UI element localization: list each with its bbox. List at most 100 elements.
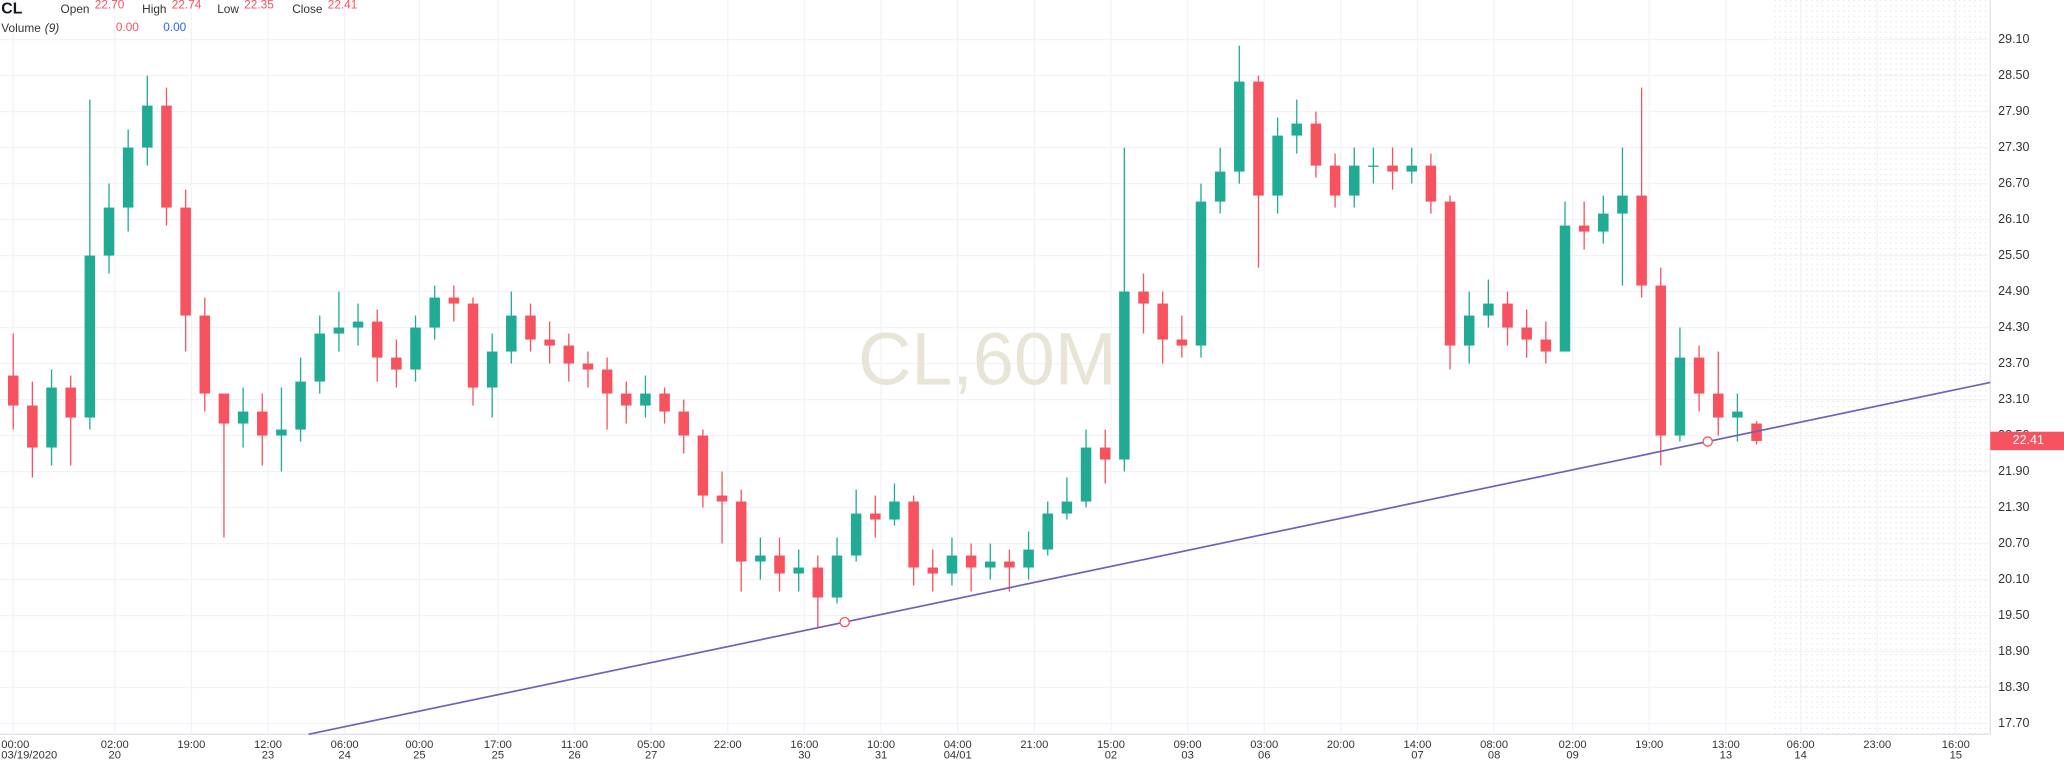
y-tick-label: 29.10 <box>1998 32 2029 46</box>
y-tick-label: 21.90 <box>1998 464 2029 478</box>
candle-body <box>1061 501 1073 514</box>
candle-body <box>410 327 421 370</box>
candle-body <box>563 345 575 364</box>
candle-body <box>218 393 230 424</box>
x-tick-label: 08:00 <box>1480 739 1508 751</box>
x-tick-label: 19:00 <box>1635 739 1663 751</box>
candle-body <box>1712 393 1724 418</box>
candle-body <box>1559 225 1571 352</box>
y-tick-label: 23.70 <box>1998 356 2029 370</box>
x-tick-label: 06:00 <box>331 739 359 751</box>
candle-body <box>1195 201 1207 346</box>
volume-value: 0.00 <box>163 20 186 34</box>
volume-label: Volume <box>1 21 41 35</box>
candle-body <box>582 363 594 370</box>
candle-body <box>314 333 326 382</box>
candle-body <box>1425 165 1437 202</box>
y-tick-label: 27.30 <box>1998 140 2029 154</box>
x-tick-label: 20:00 <box>1327 739 1355 751</box>
y-tick-label: 24.30 <box>1998 320 2029 334</box>
last-price-label: 22.41 <box>2013 433 2044 447</box>
candle-body <box>1214 171 1226 202</box>
candle-body <box>927 567 939 574</box>
y-tick-label: 26.10 <box>1998 212 2029 226</box>
candle-body <box>659 393 670 412</box>
candle-body <box>812 567 824 598</box>
y-tick-label: 23.10 <box>1998 392 2029 406</box>
x-tick-date: 06 <box>1258 749 1270 761</box>
candle-body <box>1176 339 1188 346</box>
candle-body <box>755 555 766 562</box>
candle-body <box>620 393 632 406</box>
x-tick-date: 20 <box>109 749 121 761</box>
candle-body <box>1502 303 1513 328</box>
candle-body <box>7 375 19 406</box>
future-area <box>1770 0 1991 735</box>
candle-body <box>640 393 651 406</box>
candle-body <box>984 561 996 568</box>
candle-body <box>1329 165 1341 196</box>
y-tick-label: 26.70 <box>1998 176 2029 190</box>
candle-body <box>161 105 172 208</box>
candle-body <box>525 315 536 340</box>
candle-body <box>1080 447 1092 502</box>
candle-body <box>65 387 76 418</box>
candle-body <box>27 405 38 448</box>
candle-body <box>1732 411 1743 418</box>
candle-body <box>1234 81 1245 172</box>
candle-body <box>256 411 268 436</box>
x-tick-date: 03 <box>1181 749 1193 761</box>
candle-body <box>333 327 345 334</box>
candle-body <box>122 147 134 208</box>
candle-body <box>486 351 498 388</box>
candle-body <box>1368 165 1379 167</box>
x-tick-date: 03/19/2020 <box>1 749 57 761</box>
x-tick-date: 04/01 <box>944 749 972 761</box>
y-tick-label: 18.90 <box>1998 644 2029 658</box>
candle-body <box>1444 201 1456 346</box>
x-tick-label: 16:00 <box>790 739 818 751</box>
candle-body <box>1348 165 1360 196</box>
symbol: CL <box>1 0 22 17</box>
x-tick-label: 06:00 <box>1787 739 1815 751</box>
x-tick-date: 08 <box>1488 749 1500 761</box>
y-tick-label: 20.70 <box>1998 536 2029 550</box>
x-tick-label: 05:00 <box>637 739 665 751</box>
x-tick-label: 17:00 <box>484 739 512 751</box>
x-tick-label: 00:00 <box>1 739 29 751</box>
candle-body <box>1693 357 1705 394</box>
candle-body <box>1023 549 1034 568</box>
x-tick-label: 02:00 <box>101 739 129 751</box>
x-tick-label: 02:00 <box>1559 739 1587 751</box>
x-tick-label: 09:00 <box>1174 739 1202 751</box>
candle-body <box>793 567 804 574</box>
x-tick-label: 15:00 <box>1097 739 1125 751</box>
candle-body <box>1138 291 1149 304</box>
candle-body <box>678 411 690 436</box>
candle-body <box>946 555 958 574</box>
x-tick-label: 03:00 <box>1250 739 1278 751</box>
candle-body <box>295 381 306 430</box>
candle-body <box>870 513 881 520</box>
candle-body <box>1598 213 1609 232</box>
candle-body <box>1272 135 1283 196</box>
trend-anchor <box>839 616 850 628</box>
candle-body <box>391 357 402 370</box>
x-tick-date: 27 <box>645 749 657 761</box>
x-tick-label: 14:00 <box>1403 739 1431 751</box>
x-tick-date: 15 <box>1950 749 1962 761</box>
candle-body <box>1310 123 1322 166</box>
candle-body <box>84 255 96 418</box>
candle-body <box>1406 165 1417 172</box>
candle-body <box>429 297 440 328</box>
y-tick-label: 21.30 <box>1998 500 2029 514</box>
candle-body <box>697 435 709 496</box>
x-tick-date: 31 <box>875 749 887 761</box>
candle-body <box>46 387 57 448</box>
ohlc-label: Close <box>292 2 323 16</box>
x-tick-label: 11:00 <box>561 739 588 751</box>
watermark: CL,60M <box>858 318 1116 401</box>
candle-body <box>544 339 555 346</box>
x-tick-date: 25 <box>413 749 425 761</box>
